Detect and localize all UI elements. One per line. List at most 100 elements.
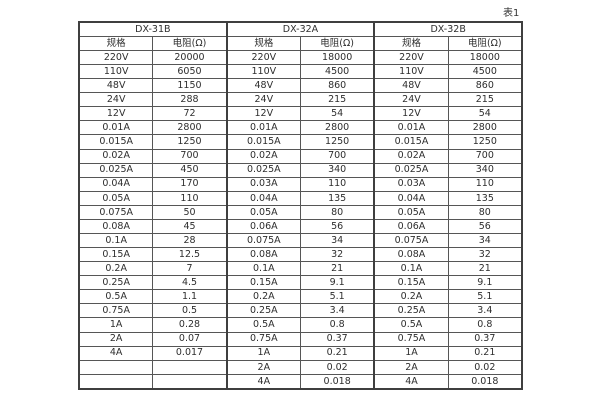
table-row: 0.75A 0.5 0.25A 3.4 0.25A 3.4	[78, 303, 523, 319]
table-cell: 0.075A	[78, 204, 154, 220]
table-cell: 0.1A	[78, 233, 154, 249]
table-cell: 110V	[373, 64, 449, 80]
table-row: 4A 0.018 4A 0.018	[78, 373, 523, 390]
table-body: 220V 20000 220V 18000 220V 18000 110V 6050 110V 4…	[78, 49, 523, 390]
table-row: 12V 72 12V 54 12V 54	[78, 106, 523, 122]
table-cell: 34	[447, 233, 523, 249]
table-row: 0.15A 12.5 0.08A 32 0.08A 32	[78, 247, 523, 263]
table-cell: 0.15A	[225, 275, 301, 291]
table-cell: 54	[447, 106, 523, 122]
table-cell: 12V	[78, 106, 154, 122]
table-cell: 110	[299, 176, 375, 192]
table-cell: 32	[299, 247, 375, 263]
table-row: 0.08A 45 0.06A 56 0.06A 56	[78, 218, 523, 235]
table-cell: 28	[152, 233, 228, 249]
table-cell: 0.2A	[373, 289, 449, 305]
table-cell: 48V	[78, 78, 154, 94]
table-cell: 110	[152, 190, 228, 206]
table-cell: 450	[152, 162, 228, 178]
table-cell: 340	[447, 162, 523, 178]
table-cell: 2800	[447, 120, 523, 136]
table-cell	[78, 373, 154, 390]
table-cell: 0.01A	[373, 120, 449, 136]
table-row: 0.05A 110 0.04A 135 0.04A 135	[78, 190, 523, 206]
table-row: 0.2A 7 0.1A 21 0.1A 21	[78, 261, 523, 277]
table-cell: 0.2A	[225, 289, 301, 305]
table-cell: 0.07	[152, 331, 228, 347]
table-cell: 4A	[373, 373, 449, 390]
table-cell: 0.28	[152, 317, 228, 333]
table-cell: 18000	[299, 49, 375, 66]
table-cell: 0.01A	[225, 120, 301, 136]
table-cell: 215	[447, 92, 523, 108]
table-cell	[78, 359, 154, 375]
table-cell: 0.05A	[225, 204, 301, 220]
table-cell: 54	[299, 106, 375, 122]
table-cell: 45	[152, 218, 228, 235]
table-cell: 0.05A	[78, 190, 154, 206]
table-cell: 4A	[225, 373, 301, 390]
table-cell: 0.08A	[373, 247, 449, 263]
table-cell: 20000	[152, 49, 228, 66]
table-cell: 0.03A	[373, 176, 449, 192]
table-cell: 0.02	[447, 359, 523, 375]
table-cell: 0.21	[447, 345, 523, 361]
table-cell: 0.8	[447, 317, 523, 333]
group-header-dx-32b: DX-32B	[373, 21, 523, 37]
table-cell: 0.018	[299, 373, 375, 390]
table-cell: 24V	[78, 92, 154, 108]
table-cell: 0.37	[447, 331, 523, 347]
table-cell: 12.5	[152, 247, 228, 263]
table-cell: 860	[447, 78, 523, 94]
table-cell: 0.04A	[78, 176, 154, 192]
table-cell: 220V	[78, 49, 154, 66]
table-row: 110V 6050 110V 4500 110V 4500	[78, 64, 523, 80]
table-cell: 48V	[225, 78, 301, 94]
table-cell: 0.06A	[225, 218, 301, 235]
table-row: 0.015A 1250 0.015A 1250 0.015A 1250	[78, 134, 523, 150]
table-cell: 215	[299, 92, 375, 108]
table-caption: 表1	[503, 8, 520, 19]
column-header-row: 规格 电阻(Ω) 规格 电阻(Ω) 规格 电阻(Ω)	[78, 36, 523, 51]
table-cell: 0.015A	[78, 134, 154, 150]
table-cell: 0.25A	[78, 275, 154, 291]
table-row: 48V 1150 48V 860 48V 860	[78, 78, 523, 94]
table-cell: 220V	[225, 49, 301, 66]
table-cell: 3.4	[299, 303, 375, 319]
table-cell: 1.1	[152, 289, 228, 305]
table-cell: 1150	[152, 78, 228, 94]
table-row: 0.025A 450 0.025A 340 0.025A 340	[78, 162, 523, 178]
table-cell: 4500	[299, 64, 375, 80]
table-cell: 4500	[447, 64, 523, 80]
group-header-dx-31b: DX-31B	[78, 21, 228, 37]
table-cell: 0.025A	[78, 162, 154, 178]
column-header-resistance: 电阻(Ω)	[447, 36, 523, 51]
table-header: DX-31B DX-32A DX-32B 规格 电阻(Ω) 规格 电阻(Ω) 规…	[78, 21, 523, 51]
table-cell: 0.1A	[373, 261, 449, 277]
table-cell: 110V	[225, 64, 301, 80]
table-cell: 0.5A	[373, 317, 449, 333]
table-cell: 56	[299, 218, 375, 235]
table-cell: 7	[152, 261, 228, 277]
table-cell: 0.75A	[373, 331, 449, 347]
table-cell: 0.017	[152, 345, 228, 361]
table-cell: 24V	[373, 92, 449, 108]
table-cell: 1250	[447, 134, 523, 150]
table-cell: 6050	[152, 64, 228, 80]
table-cell: 0.02A	[78, 148, 154, 164]
table-cell: 1A	[373, 345, 449, 361]
table-row: 220V 20000 220V 18000 220V 18000	[78, 49, 523, 66]
table-cell: 340	[299, 162, 375, 178]
table-cell: 21	[447, 261, 523, 277]
table-cell: 700	[299, 148, 375, 164]
table-cell	[152, 359, 228, 375]
table-cell: 0.015A	[373, 134, 449, 150]
table-row: 1A 0.28 0.5A 0.8 0.5A 0.8	[78, 317, 523, 333]
table-cell: 0.5A	[78, 289, 154, 305]
table-cell: 2A	[225, 359, 301, 375]
table-cell: 2800	[152, 120, 228, 136]
table-cell: 0.075A	[225, 233, 301, 249]
table-row: 0.02A 700 0.02A 700 0.02A 700	[78, 148, 523, 164]
table-cell: 0.05A	[373, 204, 449, 220]
table-cell: 56	[447, 218, 523, 235]
